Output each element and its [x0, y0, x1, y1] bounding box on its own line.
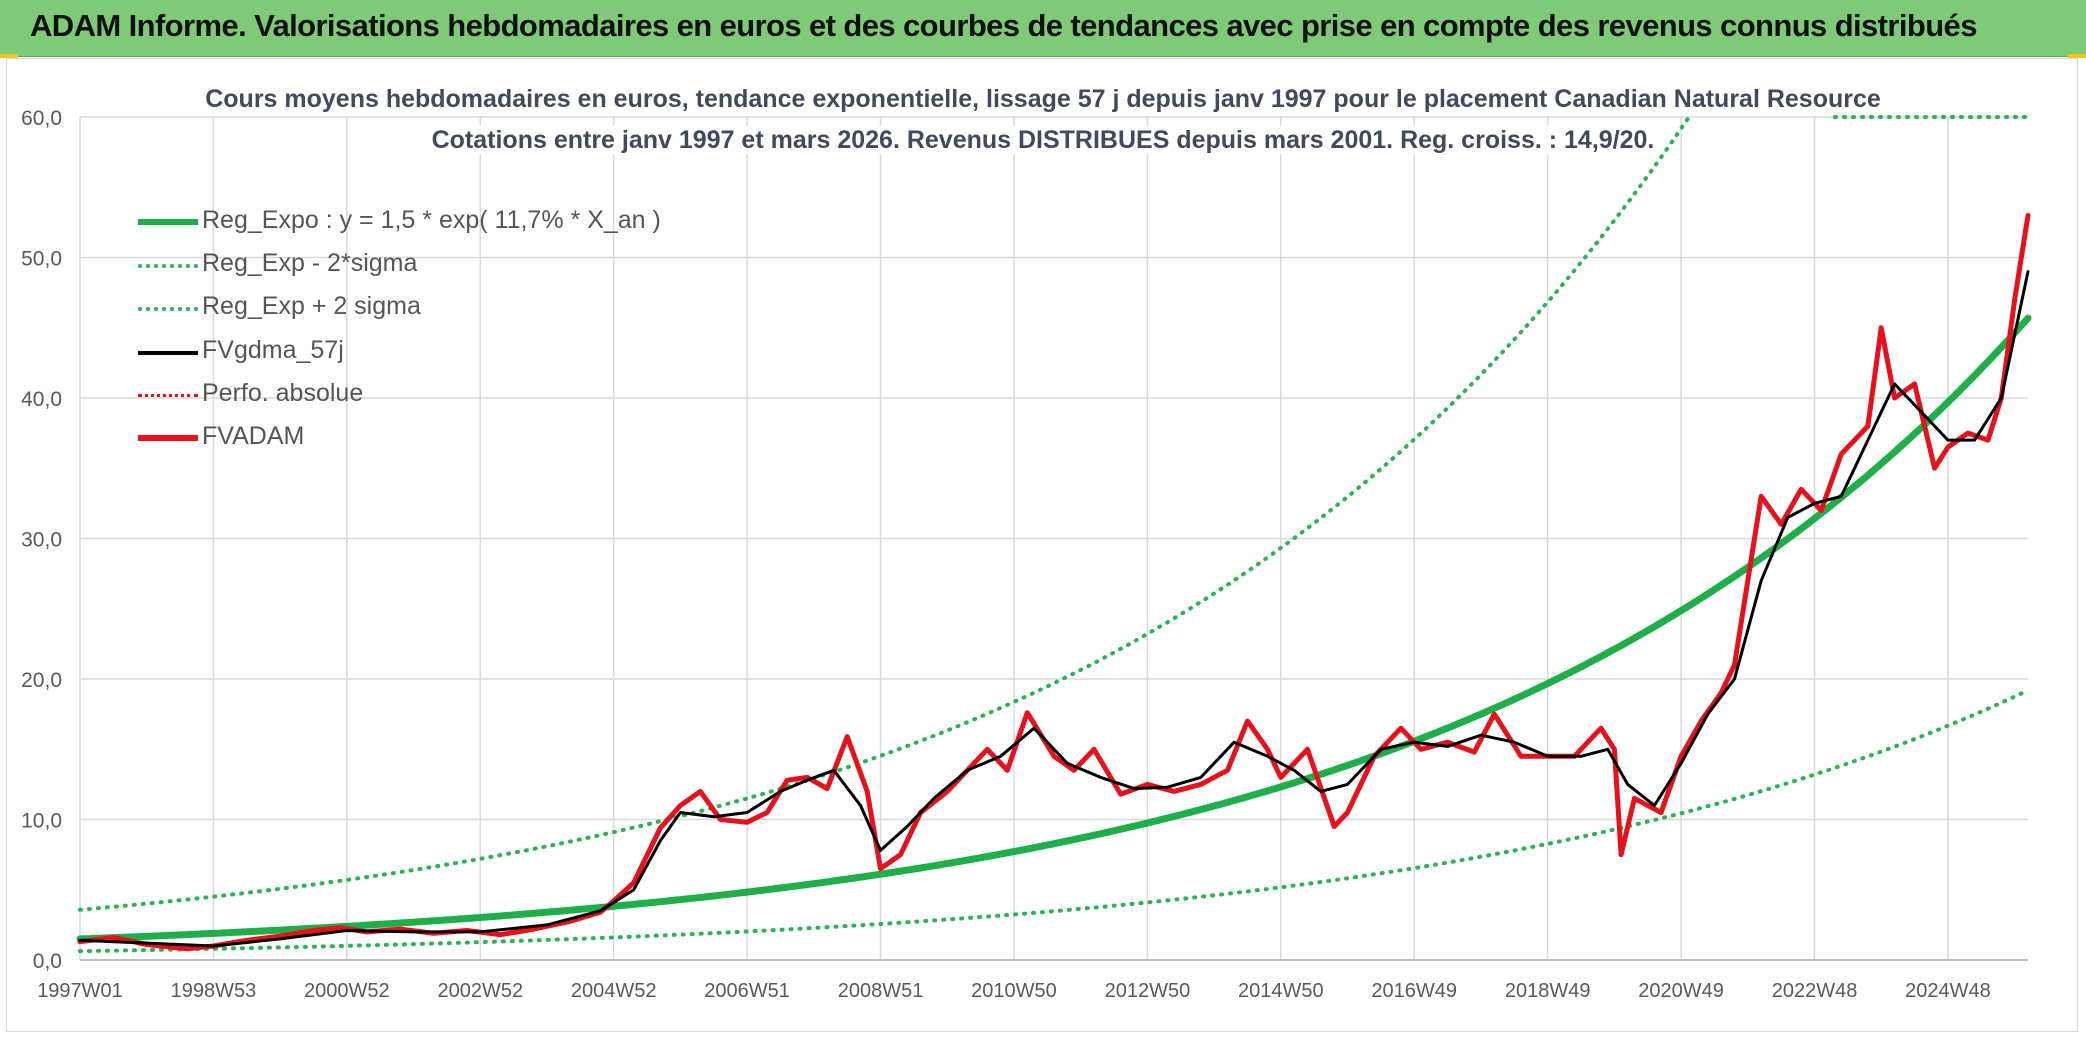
legend-item-perfo: Perfo. absolue [132, 375, 692, 415]
x-tick-label: 2000W52 [304, 980, 390, 1002]
x-tick-label: 2022W48 [1772, 980, 1858, 1002]
x-tick-label: 2008W51 [838, 980, 924, 1002]
chart-gridlines [79, 116, 2028, 961]
x-tick-label: 2004W52 [571, 980, 657, 1002]
y-axis-ticks: 0,0 10,0 20,0 30,0 40,0 50,0 60,0 [21, 107, 62, 973]
x-tick-label: 2014W50 [1238, 980, 1324, 1002]
chart-frame [6, 58, 2078, 1032]
x-tick-label: 2020W49 [1638, 980, 1724, 1002]
legend-swatch-reg-exp-minus [138, 264, 198, 268]
y-tick-label: 10,0 [21, 810, 62, 833]
legend-label-reg-exp-minus: Reg_Exp - 2*sigma [202, 249, 418, 277]
x-tick-label: 2016W49 [1371, 980, 1457, 1002]
legend-item-fvadam: FVADAM [132, 418, 692, 458]
legend-swatch-reg-exp-plus [138, 307, 198, 311]
y-tick-label: 0,0 [33, 950, 62, 973]
legend-swatch-fvadam [138, 435, 198, 441]
y-tick-label: 30,0 [21, 529, 62, 552]
x-tick-label: 2002W52 [437, 980, 523, 1002]
x-axis-ticks: 1997W01 1998W53 2000W52 2002W52 2004W52 2006W… [37, 980, 1991, 1002]
x-tick-label: 1997W01 [37, 980, 123, 1002]
legend-item-reg-exp-plus: Reg_Exp + 2 sigma [132, 288, 692, 328]
legend-label-reg-expo: Reg_Expo : y = 1,5 * exp( 11,7% * X_an ) [202, 206, 661, 234]
chart-title: Cours moyens hebdomadaires en euros, ten… [0, 85, 2086, 114]
legend-label-perfo: Perfo. absolue [202, 379, 364, 407]
y-tick-label: 40,0 [21, 388, 62, 411]
chart-subtitle-text: Cotations entre janv 1997 et mars 2026. … [425, 126, 1661, 154]
report-banner: ADAM Informe. Valorisations hebdomadaire… [0, 0, 2086, 57]
y-tick-label: 20,0 [21, 669, 62, 692]
series-reg-exp-plus [78, 116, 1690, 912]
series-reg-exp-minus [78, 688, 2030, 954]
chart-series [76, 115, 2032, 954]
legend-label-fvadam: FVADAM [202, 422, 305, 450]
x-tick-label: 1998W53 [171, 980, 257, 1002]
x-tick-label: 2012W50 [1105, 980, 1191, 1002]
x-tick-label: 2006W51 [704, 980, 790, 1002]
series-fvgdma [78, 270, 2030, 948]
legend-label-fvgdma: FVgdma_57j [202, 336, 344, 364]
corner-mark-right [2068, 54, 2086, 58]
legend-label-reg-exp-plus: Reg_Exp + 2 sigma [202, 292, 421, 320]
series-fvadam [77, 212, 2031, 952]
legend-swatch-reg-expo [138, 219, 198, 225]
x-tick-label: 2024W48 [1905, 980, 1991, 1002]
chart-subtitle: Cotations entre janv 1997 et mars 2026. … [0, 126, 2086, 155]
legend-item-fvgdma: FVgdma_57j [132, 332, 692, 372]
legend-item-reg-exp-minus: Reg_Exp - 2*sigma [132, 245, 692, 285]
x-tick-label: 2018W49 [1505, 980, 1591, 1002]
series-reg-expo [76, 314, 2032, 943]
y-tick-label: 60,0 [21, 107, 62, 130]
chart-title-text: Cours moyens hebdomadaires en euros, ten… [199, 85, 1887, 113]
report-title: ADAM Informe. Valorisations hebdomadaire… [30, 8, 1977, 43]
y-tick-label: 50,0 [21, 248, 62, 271]
corner-mark-left [0, 54, 18, 58]
x-tick-label: 2010W50 [971, 980, 1057, 1002]
legend-swatch-perfo [138, 394, 198, 397]
legend-item-reg-expo: Reg_Expo : y = 1,5 * exp( 11,7% * X_an ) [132, 202, 692, 242]
legend-swatch-fvgdma [138, 351, 198, 355]
